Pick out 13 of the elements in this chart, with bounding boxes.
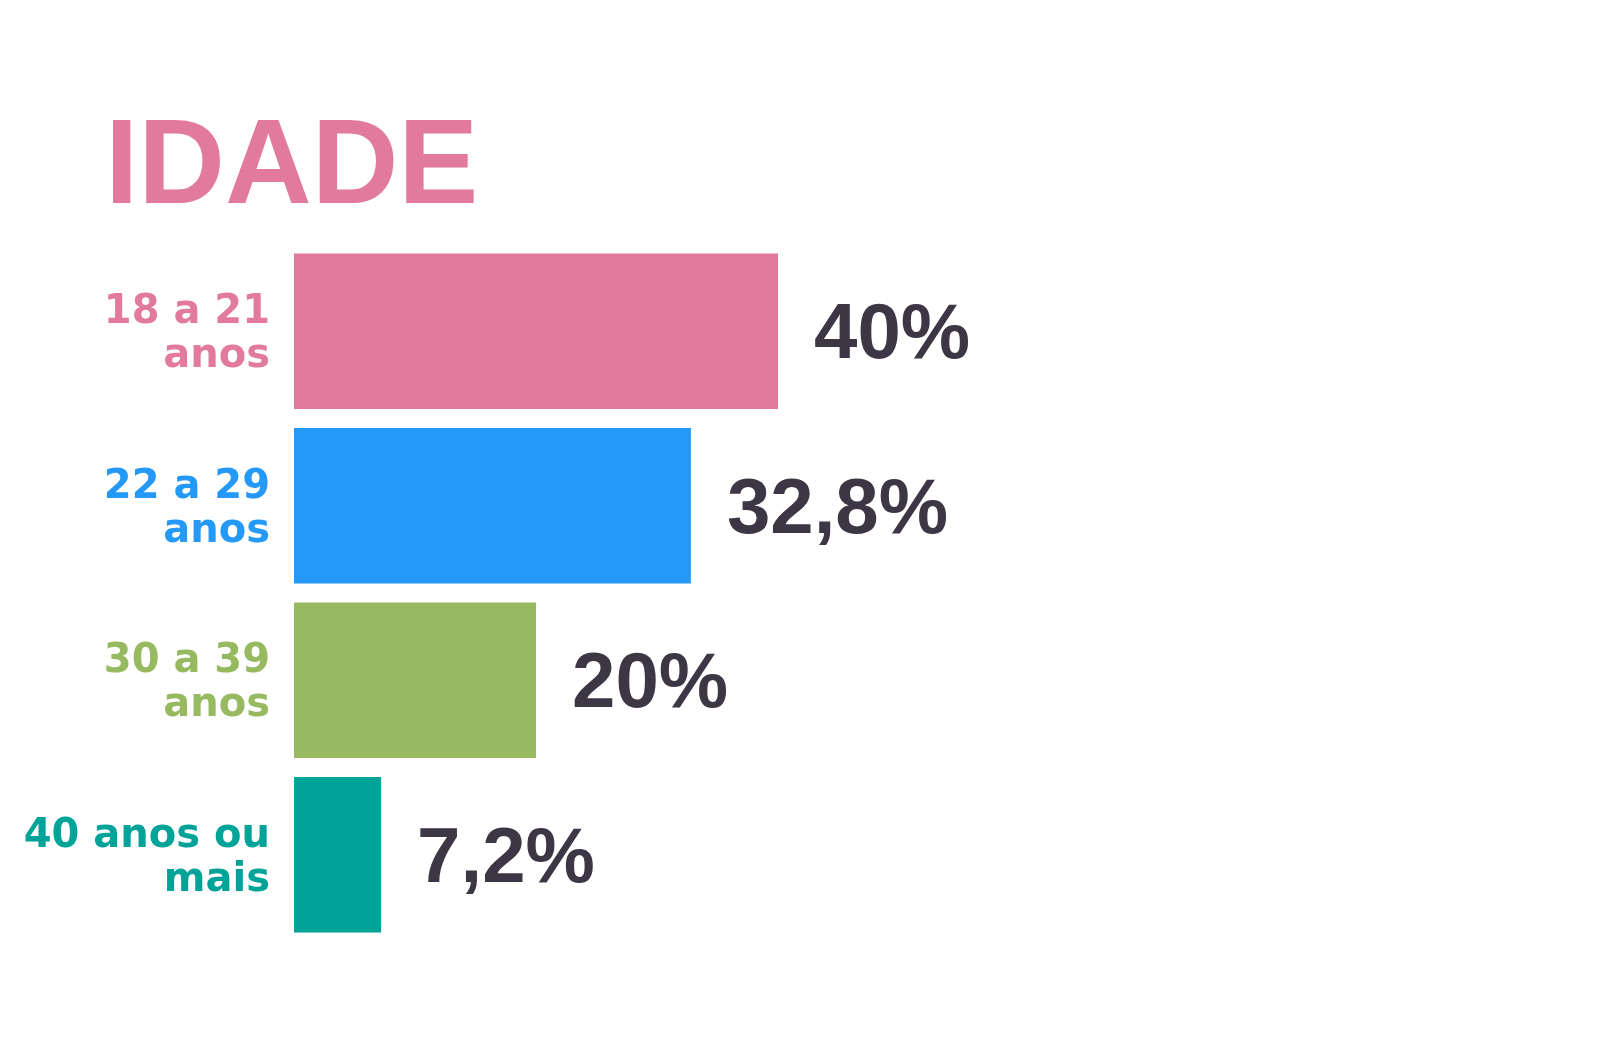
data-label: 32,8% bbox=[726, 461, 949, 550]
y-tick-label: 30 a 39 anos bbox=[103, 635, 270, 726]
data-label: 7,2% bbox=[417, 810, 595, 899]
data-label: 40% bbox=[814, 287, 971, 376]
chart-title: IDADE bbox=[105, 94, 479, 228]
bar bbox=[294, 602, 536, 758]
bar bbox=[294, 253, 778, 409]
y-tick-label: 40 anos ou mais bbox=[23, 809, 270, 900]
y-tick-label: 22 a 29 anos bbox=[103, 460, 270, 551]
bar bbox=[294, 428, 691, 584]
data-label: 20% bbox=[572, 636, 729, 725]
y-tick-label: 18 a 21 anos bbox=[103, 286, 270, 377]
bar bbox=[294, 777, 382, 933]
